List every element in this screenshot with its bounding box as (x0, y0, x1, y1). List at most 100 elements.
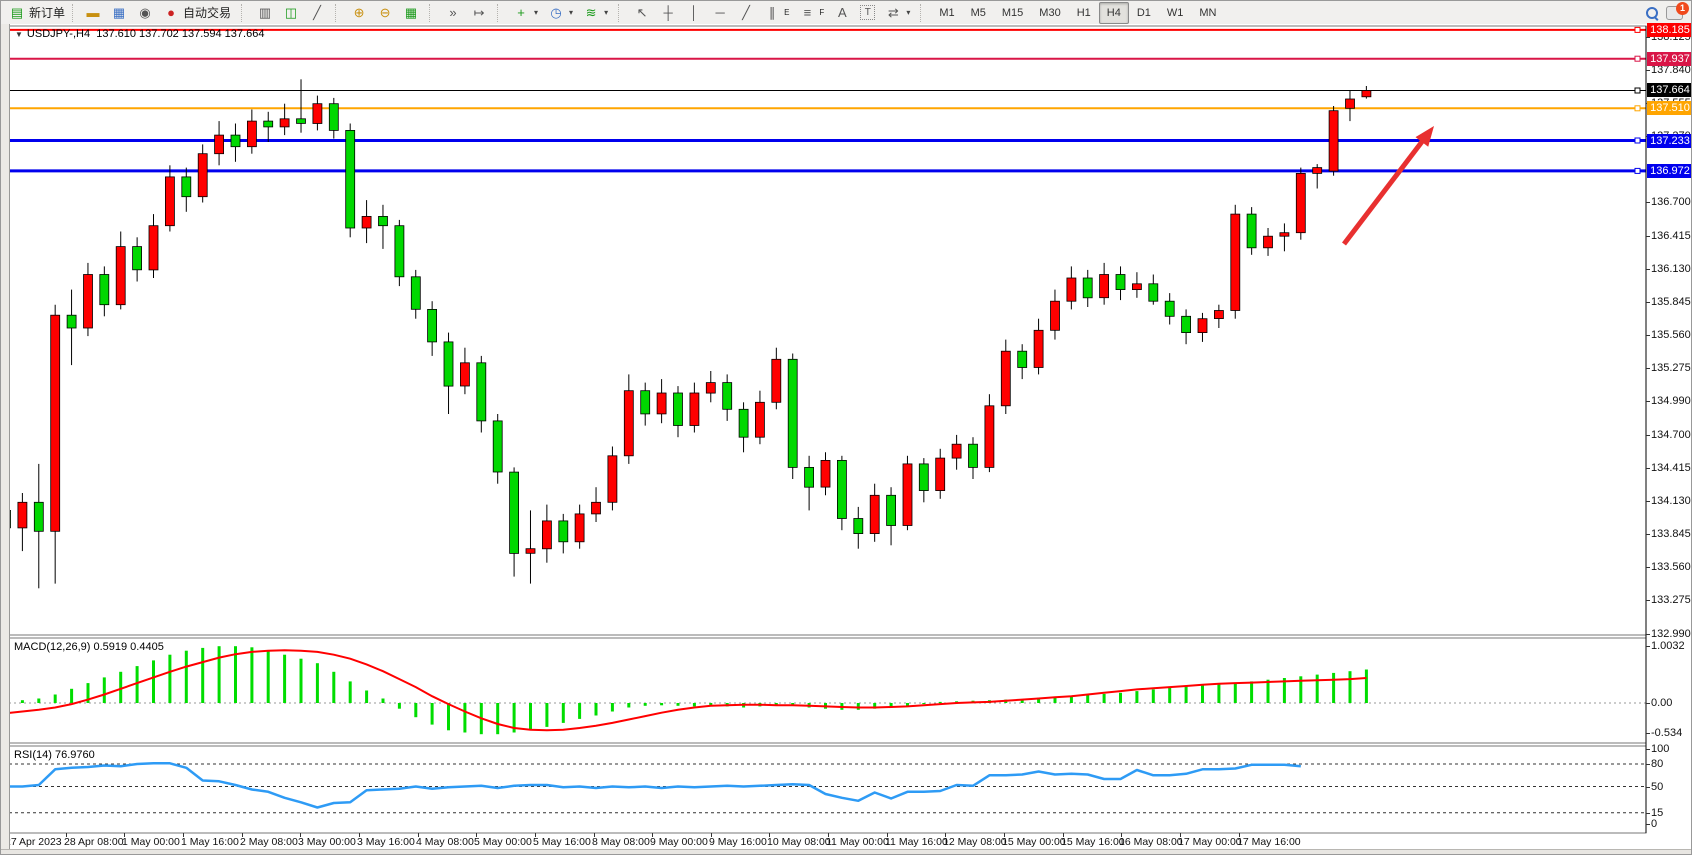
new-chart-button[interactable]: + ▾ (508, 2, 543, 24)
macd-bar (184, 650, 188, 703)
crosshair-icon: ┼ (663, 4, 673, 20)
chart-shift-button[interactable]: » (440, 2, 466, 24)
annotation-arrow-head[interactable] (1415, 126, 1435, 147)
signals-button[interactable]: ◉ (132, 2, 158, 24)
line-handle[interactable] (1634, 26, 1641, 33)
zoom-in-button[interactable]: ⊕ (346, 2, 372, 24)
time-label: 27 Apr 2023 (5, 836, 62, 848)
macd-bar (348, 681, 352, 703)
macd-bar (1184, 686, 1188, 703)
timeframe-button-D1[interactable]: D1 (1136, 6, 1151, 19)
template-icon: ≋ (585, 4, 597, 20)
template-button[interactable]: ≋ ▾ (578, 2, 613, 24)
macd-bar (512, 703, 516, 733)
crosshair-tool-button[interactable]: ┼ (655, 2, 681, 24)
channel-tool-button[interactable]: ∥ E (759, 2, 794, 24)
line-handle[interactable] (1634, 137, 1641, 144)
text-tool-button[interactable]: A (829, 2, 855, 24)
line-handle[interactable] (1634, 167, 1641, 174)
candle (246, 120, 257, 148)
macd-bar (1332, 672, 1336, 703)
chart-canvas[interactable] (1, 24, 1692, 855)
notifications-icon[interactable]: 1 (1666, 1, 1689, 20)
candle (83, 274, 93, 329)
tile-windows-button[interactable]: ▦ (398, 2, 424, 24)
time-label: 9 May 16:00 (709, 836, 767, 848)
timeframe-button-M5[interactable]: M5 (970, 6, 986, 19)
macd-bar (365, 690, 369, 703)
annotation-arrow-line[interactable] (1342, 133, 1429, 246)
toolbar-separator (920, 3, 926, 22)
trendline-tool-button[interactable]: ╱ (733, 2, 759, 24)
candle (673, 392, 683, 426)
macd-bar (463, 703, 467, 733)
candle (230, 134, 241, 148)
line-handle[interactable] (1634, 105, 1641, 112)
price-tick-label: 134.415 (1651, 462, 1691, 474)
chart-area[interactable]: ▼ USDJPY-,H4 137.610 137.702 137.594 137.… (1, 23, 1692, 855)
timeframe-button-M1[interactable]: M1 (939, 6, 955, 19)
data-window-button[interactable]: ▦ (106, 2, 132, 24)
auto-scroll-button[interactable]: ↦ (466, 2, 492, 24)
macd-bar (201, 647, 205, 703)
toolbar-separator (497, 3, 503, 22)
candle (1295, 172, 1306, 234)
bar-chart-button[interactable]: ▥ (252, 2, 278, 24)
price-tick-label-mark (1646, 202, 1650, 203)
cursor-tool-button[interactable]: ↖ (629, 2, 655, 24)
macd-bar (496, 703, 500, 735)
periods-button[interactable]: ◷ ▾ (543, 2, 578, 24)
line-handle[interactable] (1634, 55, 1641, 62)
macd-signal-line (5, 649, 1367, 732)
vline-tool-button[interactable]: │ (681, 2, 707, 24)
zoom-out-button[interactable]: ⊖ (372, 2, 398, 24)
timeframe-button-MN[interactable]: MN (1199, 6, 1217, 19)
search-icon[interactable] (1646, 6, 1659, 21)
time-label: 12 May 08:00 (943, 836, 1007, 848)
timeframe-button-H4[interactable]: H4 (1098, 1, 1129, 24)
timeframe-button-M15[interactable]: M15 (1001, 6, 1024, 19)
candle (459, 362, 470, 387)
chart-shift-icon: » (449, 4, 457, 20)
line-handle[interactable] (1634, 87, 1641, 94)
macd-bar (414, 703, 418, 718)
macd-bar (1086, 695, 1090, 703)
macd-bar (1299, 676, 1303, 703)
toolbar-separator (241, 3, 247, 22)
auto-scroll-icon: ↦ (473, 4, 485, 20)
line-chart-button[interactable]: ╱ (304, 2, 330, 24)
toolbar-group-chart-type: ▥ ◫ ╱ (249, 2, 333, 24)
macd-bar (315, 663, 319, 703)
price-badge-137.510: 137.510 (1647, 101, 1691, 115)
new-order-button[interactable]: ▤ 新订单 (4, 2, 70, 24)
arrows-tool-button[interactable]: ⇄ ▾ (880, 2, 915, 24)
candle (656, 392, 667, 415)
candle-chart-button[interactable]: ◫ (278, 2, 304, 24)
autotrade-button[interactable]: ● 自动交易 (158, 2, 236, 24)
chart-menu-icon[interactable]: ▼ (15, 30, 23, 39)
candle (181, 176, 192, 198)
time-label: 2 May 08:00 (240, 836, 298, 848)
candle (1164, 300, 1175, 317)
candle (1050, 300, 1060, 331)
rsi-axis-label: 80 (1651, 758, 1664, 770)
market-watch-button[interactable]: ▬ (80, 2, 106, 24)
rsi-axis-label: 0 (1651, 818, 1658, 830)
timeframe-button-W1[interactable]: W1 (1166, 6, 1184, 19)
fibonacci-tool-button[interactable]: ≡ F (794, 2, 829, 24)
candle (115, 246, 126, 306)
macd-bar (1151, 689, 1155, 703)
candle-chart-icon: ◫ (284, 4, 298, 20)
hline-tool-button[interactable]: ─ (707, 2, 733, 24)
candle (738, 408, 749, 438)
macd-bar (676, 703, 680, 706)
timeframe-button-H1[interactable]: H1 (1076, 6, 1091, 19)
time-label: 17 May 00:00 (1178, 836, 1242, 848)
macd-bar (86, 683, 90, 703)
time-tick-mark (1239, 833, 1240, 837)
text-label-tool-button[interactable]: T (855, 2, 880, 24)
macd-bar (1233, 683, 1237, 703)
timeframe-button-M30[interactable]: M30 (1039, 6, 1061, 19)
trendline-icon: ╱ (742, 4, 750, 20)
rsi-axis-label: 100 (1651, 743, 1670, 755)
